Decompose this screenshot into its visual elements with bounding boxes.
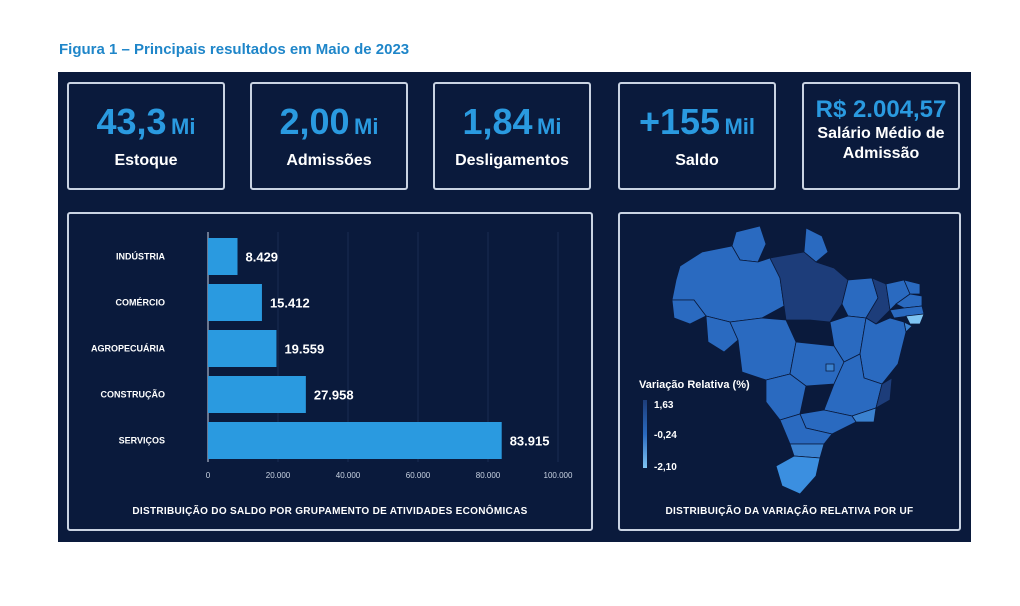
category-label: INDÚSTRIA bbox=[116, 251, 165, 262]
x-tick-label: 40.000 bbox=[336, 471, 361, 480]
uf-rn bbox=[903, 279, 921, 295]
uf-es bbox=[875, 377, 893, 409]
figure-title: Figura 1 – Principais resultados em Maio… bbox=[59, 41, 410, 58]
legend-tick-max: 1,63 bbox=[654, 400, 674, 411]
kpi-label: Admissões bbox=[286, 152, 372, 169]
brazil-map: Variação Relativa (%) 1,63 -0,24 -2,10 bbox=[639, 225, 925, 495]
kpi-label: Desligamentos bbox=[455, 152, 569, 169]
uf-mt bbox=[729, 317, 797, 381]
category-label: COMÉRCIO bbox=[116, 298, 166, 308]
category-label: CONSTRUÇÃO bbox=[101, 390, 166, 400]
kpi-value: R$ 2.004,57 bbox=[815, 96, 947, 123]
map-legend-title: Variação Relativa (%) bbox=[639, 379, 750, 391]
kpi-unit: Mi bbox=[171, 114, 196, 139]
uf-ba bbox=[859, 317, 907, 385]
dashboard-panel: 43,3 Mi Estoque 2,00 Mi Admissões 1,84 M… bbox=[58, 72, 971, 542]
kpi-label: Estoque bbox=[114, 152, 178, 169]
bar bbox=[208, 330, 277, 367]
kpi-label-line2: Admissão bbox=[842, 145, 920, 162]
uf-ro bbox=[705, 315, 739, 353]
value-label: 19.559 bbox=[284, 342, 324, 357]
kpi-label-line1: Salário Médio de bbox=[817, 125, 945, 142]
kpi-card-saldo: +155 Mil Saldo bbox=[618, 82, 776, 190]
x-tick-label: 0 bbox=[206, 471, 211, 480]
value-label: 15.412 bbox=[270, 296, 310, 311]
map-caption: DISTRIBUIÇÃO DA VARIAÇÃO RELATIVA POR UF bbox=[665, 506, 914, 517]
x-tick-label: 20.000 bbox=[266, 471, 291, 480]
value-label: 27.958 bbox=[314, 388, 354, 403]
bar bbox=[208, 284, 262, 321]
bar-chart-caption: DISTRIBUIÇÃO DO SALDO POR GRUPAMENTO DE … bbox=[132, 506, 528, 517]
kpi-unit: Mil bbox=[724, 114, 756, 139]
uf-rs bbox=[775, 455, 821, 495]
uf-ap bbox=[803, 227, 829, 263]
bar-chart: INDÚSTRIA COMÉRCIO AGROPECUÁRIA CONSTRUÇÃO S… bbox=[91, 232, 573, 480]
value-label: 83.915 bbox=[510, 434, 550, 449]
kpi-unit: Mi bbox=[537, 114, 562, 139]
kpi-card-estoque: 43,3 Mi Estoque bbox=[67, 82, 225, 190]
x-tick-label: 100.000 bbox=[544, 471, 573, 480]
uf-df bbox=[825, 363, 835, 372]
kpi-value: +155 bbox=[638, 101, 721, 142]
kpi-unit: Mi bbox=[354, 114, 379, 139]
kpi-value: 2,00 bbox=[279, 101, 350, 142]
kpi-card-desligamentos: 1,84 Mi Desligamentos bbox=[433, 82, 591, 190]
bar-chart-box: INDÚSTRIA COMÉRCIO AGROPECUÁRIA CONSTRUÇÃO S… bbox=[67, 212, 593, 531]
map-box: Variação Relativa (%) 1,63 -0,24 -2,10 D… bbox=[618, 212, 961, 531]
x-tick-label: 80.000 bbox=[476, 471, 501, 480]
bar bbox=[208, 238, 238, 275]
kpi-label: Saldo bbox=[675, 152, 719, 169]
category-label: SERVIÇOS bbox=[119, 436, 165, 446]
kpi-value: 43,3 bbox=[96, 101, 167, 142]
uf-al bbox=[905, 313, 925, 325]
map-legend-colorbar bbox=[643, 400, 647, 468]
x-tick-label: 60.000 bbox=[406, 471, 431, 480]
bar bbox=[208, 422, 502, 459]
uf-pa bbox=[769, 251, 849, 323]
uf-pb bbox=[895, 293, 923, 309]
uf-ac bbox=[671, 299, 707, 325]
kpi-card-admissoes: 2,00 Mi Admissões bbox=[250, 82, 408, 190]
bar bbox=[208, 376, 306, 413]
category-label: AGROPECUÁRIA bbox=[91, 344, 166, 354]
legend-tick-mid: -0,24 bbox=[654, 430, 677, 441]
legend-tick-min: -2,10 bbox=[654, 462, 677, 473]
kpi-card-salario: R$ 2.004,57 Salário Médio de Admissão bbox=[802, 82, 960, 190]
value-label: 8.429 bbox=[246, 250, 279, 265]
kpi-value: 1,84 bbox=[462, 101, 533, 142]
